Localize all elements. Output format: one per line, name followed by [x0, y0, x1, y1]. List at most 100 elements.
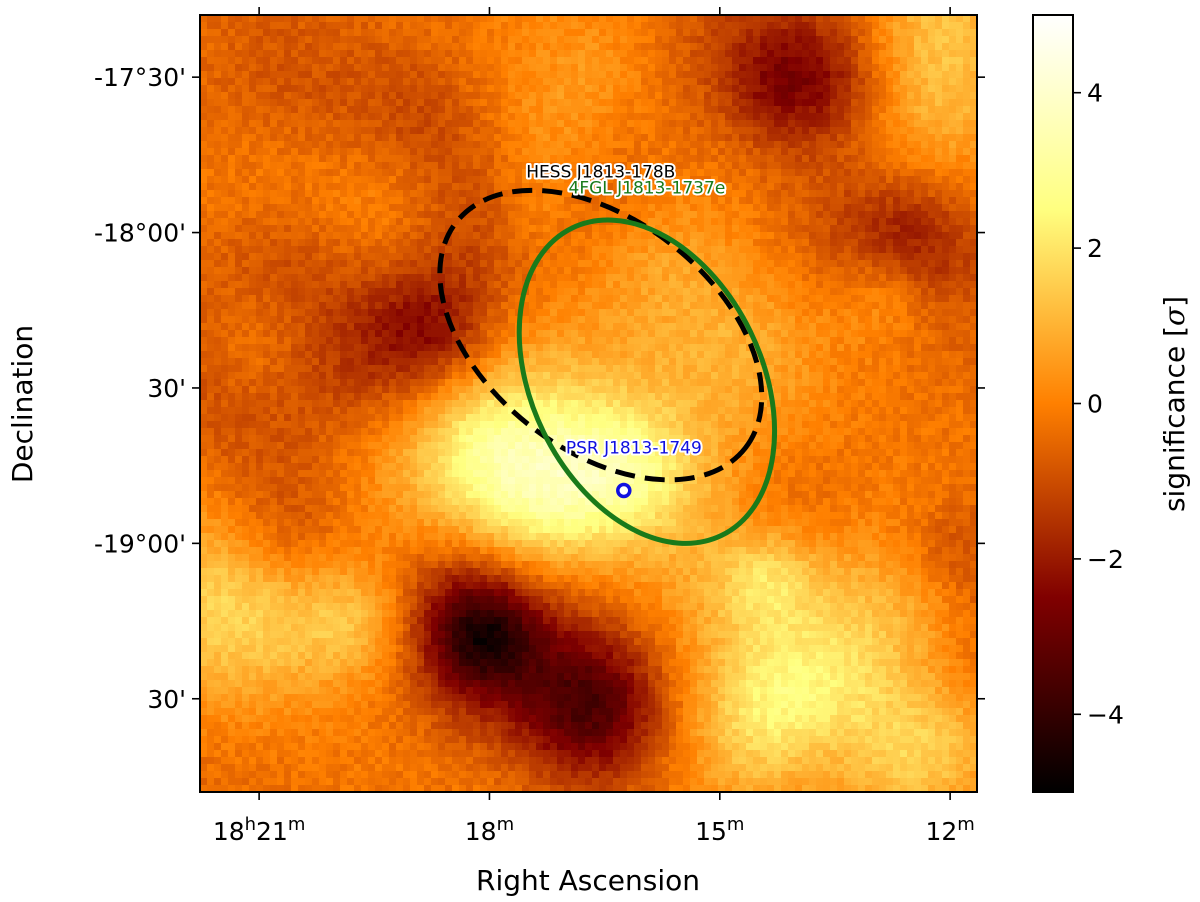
heatmap-pixel: [564, 78, 572, 86]
heatmap-pixel: [410, 148, 418, 156]
heatmap-pixel: [837, 64, 845, 72]
heatmap-pixel: [830, 232, 838, 240]
heatmap-pixel: [900, 176, 908, 184]
heatmap-pixel: [739, 106, 747, 114]
heatmap-pixel: [550, 183, 558, 191]
heatmap-pixel: [459, 323, 467, 331]
heatmap-pixel: [641, 267, 649, 275]
heatmap-pixel: [417, 204, 425, 212]
heatmap-pixel: [256, 92, 264, 100]
heatmap-pixel: [886, 260, 894, 268]
heatmap-pixel: [963, 309, 971, 317]
heatmap-pixel: [788, 43, 796, 51]
heatmap-pixel: [578, 71, 586, 79]
heatmap-pixel: [438, 15, 446, 23]
heatmap-pixel: [669, 323, 677, 331]
heatmap-pixel: [221, 29, 229, 37]
heatmap-pixel: [256, 113, 264, 121]
heatmap-pixel: [851, 15, 859, 23]
heatmap-pixel: [270, 71, 278, 79]
heatmap-pixel: [627, 120, 635, 128]
heatmap-pixel: [396, 169, 404, 177]
heatmap-pixel: [662, 127, 670, 135]
heatmap-pixel: [781, 267, 789, 275]
heatmap-pixel: [424, 267, 432, 275]
heatmap-pixel: [389, 113, 397, 121]
heatmap-pixel: [634, 15, 642, 23]
heatmap-pixel: [620, 106, 628, 114]
heatmap-pixel: [697, 57, 705, 65]
heatmap-pixel: [298, 22, 306, 30]
heatmap-pixel: [851, 134, 859, 142]
heatmap-pixel: [606, 43, 614, 51]
heatmap-pixel: [347, 211, 355, 219]
heatmap-pixel: [893, 85, 901, 93]
heatmap-pixel: [214, 43, 222, 51]
heatmap-pixel: [368, 64, 376, 72]
heatmap-pixel: [557, 99, 565, 107]
heatmap-pixel: [522, 197, 530, 205]
heatmap-pixel: [340, 22, 348, 30]
heatmap-pixel: [270, 316, 278, 324]
heatmap-pixel: [200, 78, 208, 86]
heatmap-pixel: [340, 281, 348, 289]
heatmap-pixel: [830, 15, 838, 23]
heatmap-pixel: [690, 302, 698, 310]
heatmap-pixel: [249, 197, 257, 205]
heatmap-pixel: [543, 176, 551, 184]
heatmap-pixel: [228, 36, 236, 44]
heatmap-pixel: [879, 141, 887, 149]
heatmap-pixel: [501, 302, 509, 310]
heatmap-pixel: [522, 15, 530, 23]
heatmap-pixel: [823, 113, 831, 121]
heatmap-pixel: [970, 71, 977, 79]
heatmap-pixel: [445, 22, 453, 30]
heatmap-pixel: [872, 176, 880, 184]
heatmap-pixel: [746, 148, 754, 156]
heatmap-pixel: [382, 155, 390, 163]
heatmap-pixel: [585, 36, 593, 44]
heatmap-pixel: [879, 71, 887, 79]
heatmap-pixel: [893, 148, 901, 156]
heatmap-pixel: [928, 176, 936, 184]
heatmap-pixel: [494, 99, 502, 107]
heatmap-pixel: [368, 78, 376, 86]
heatmap-pixel: [354, 267, 362, 275]
heatmap-pixel: [851, 176, 859, 184]
heatmap-pixel: [319, 141, 327, 149]
heatmap-pixel: [578, 253, 586, 261]
heatmap-pixel: [417, 36, 425, 44]
heatmap-pixel: [963, 218, 971, 226]
heatmap-pixel: [662, 99, 670, 107]
heatmap-pixel: [389, 309, 397, 317]
heatmap-pixel: [452, 253, 460, 261]
heatmap-pixel: [662, 36, 670, 44]
heatmap-pixel: [641, 204, 649, 212]
heatmap-pixel: [403, 302, 411, 310]
heatmap-pixel: [823, 155, 831, 163]
heatmap-pixel: [396, 232, 404, 240]
heatmap-pixel: [746, 29, 754, 37]
heatmap-pixel: [641, 148, 649, 156]
heatmap-pixel: [613, 127, 621, 135]
heatmap-pixel: [921, 43, 929, 51]
heatmap-pixel: [375, 113, 383, 121]
heatmap-pixel: [683, 232, 691, 240]
heatmap-pixel: [361, 225, 369, 233]
heatmap-pixel: [564, 253, 572, 261]
heatmap-pixel: [739, 148, 747, 156]
heatmap-pixel: [774, 225, 782, 233]
heatmap-pixel: [389, 29, 397, 37]
heatmap-pixel: [368, 106, 376, 114]
heatmap-pixel: [753, 71, 761, 79]
heatmap-pixel: [641, 190, 649, 198]
heatmap-pixel: [634, 134, 642, 142]
heatmap-pixel: [375, 92, 383, 100]
heatmap-pixel: [676, 99, 684, 107]
heatmap-pixel: [424, 190, 432, 198]
heatmap-pixel: [858, 281, 866, 289]
heatmap-pixel: [676, 85, 684, 93]
heatmap-pixel: [648, 260, 656, 268]
heatmap-pixel: [970, 113, 977, 121]
heatmap-pixel: [942, 239, 950, 247]
